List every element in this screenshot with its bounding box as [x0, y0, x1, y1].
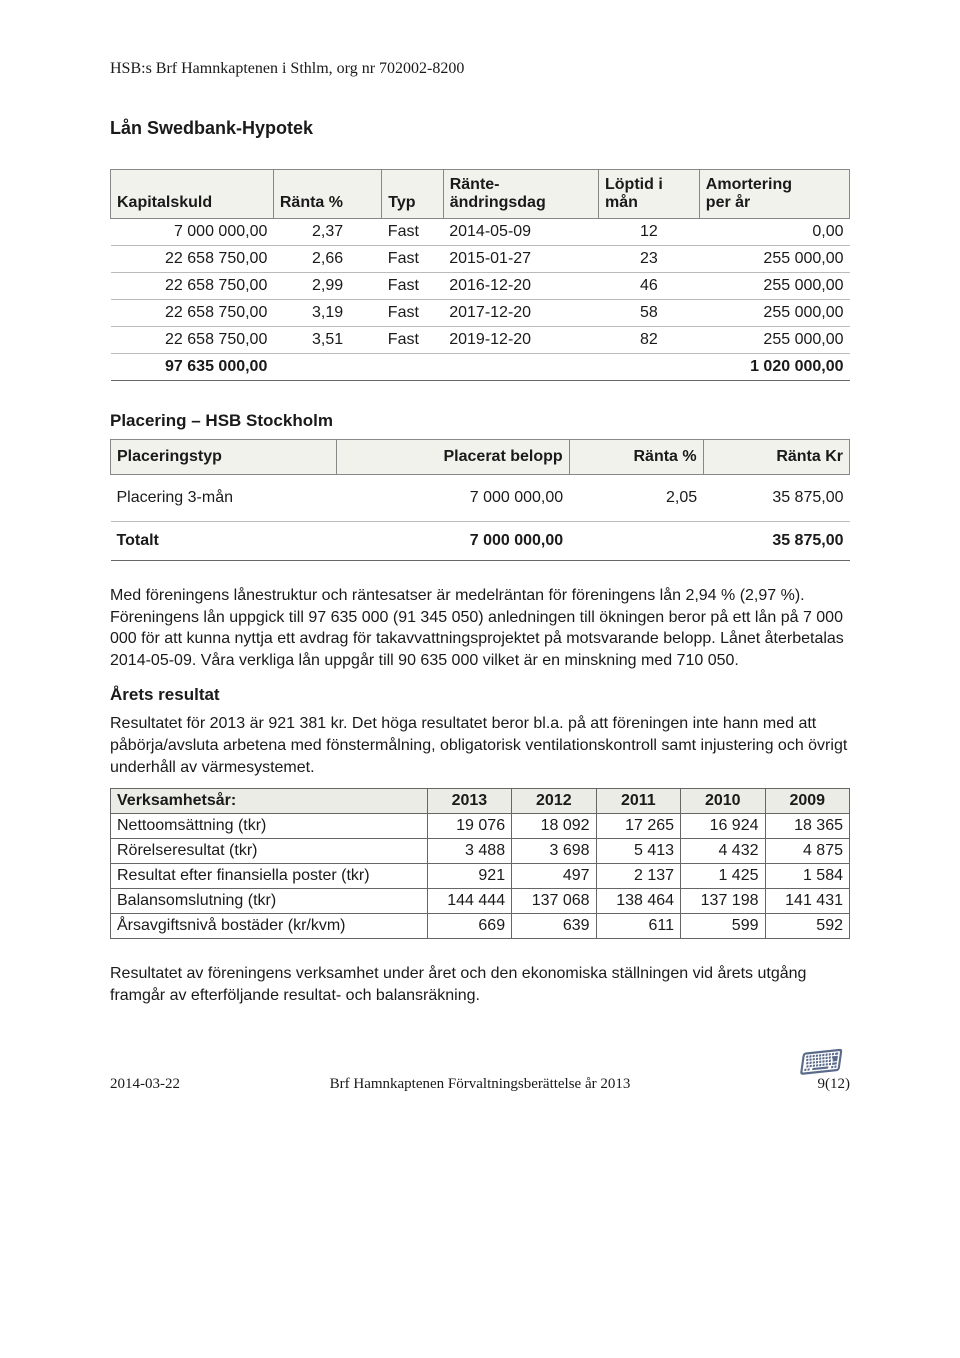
footer-date: 2014-03-22 — [110, 1076, 180, 1093]
placering-table: Placeringstyp Placerat belopp Ränta % Rä… — [110, 439, 850, 561]
table-row: 22 658 750,002,99Fast2016-12-2046255 000… — [111, 273, 850, 300]
col-year: 2009 — [765, 789, 850, 814]
col-placerat-belopp: Placerat belopp — [337, 440, 570, 475]
placering-total-belopp: 7 000 000,00 — [337, 522, 570, 561]
table-row: 22 658 750,003,51Fast2019-12-2082255 000… — [111, 327, 850, 354]
col-ranta-pct: Ränta % — [569, 440, 703, 475]
col-kapitalskuld: Kapitalskuld — [111, 170, 274, 219]
section-title-placering: Placering – HSB Stockholm — [110, 411, 850, 431]
table-row: Rörelseresultat (tkr)3 4883 6985 4134 43… — [111, 839, 850, 864]
org-line: HSB:s Brf Hamnkaptenen i Sthlm, org nr 7… — [110, 60, 850, 78]
footer-title: Brf Hamnkaptenen Förvaltningsberättelse … — [330, 1076, 631, 1093]
paragraph-result: Resultatet av föreningens verksamhet und… — [110, 963, 850, 1006]
col-year: 2013 — [427, 789, 511, 814]
table-row: 22 658 750,003,19Fast2017-12-2058255 000… — [111, 300, 850, 327]
table-row: Balansomslutning (tkr)144 444137 068138 … — [111, 889, 850, 914]
loans-total-amort: 1 020 000,00 — [699, 354, 849, 381]
table-row: Nettoomsättning (tkr)19 07618 09217 2651… — [111, 814, 850, 839]
loans-table: Kapitalskuld Ränta % Typ Ränte-ändringsd… — [110, 169, 850, 381]
placering-total-kr: 35 875,00 — [703, 522, 849, 561]
col-year: 2010 — [681, 789, 765, 814]
years-table: Verksamhetsår:20132012201120102009 Netto… — [110, 788, 850, 939]
footer: 2014-03-22 Brf Hamnkaptenen Förvaltnings… — [110, 1076, 850, 1106]
col-year: 2011 — [596, 789, 680, 814]
signature-mark: ⌨ — [795, 1044, 842, 1083]
col-typ: Typ — [382, 170, 443, 219]
col-placeringstyp: Placeringstyp — [111, 440, 337, 475]
placering-total-label: Totalt — [111, 522, 337, 561]
paragraph-arets: Resultatet för 2013 är 921 381 kr. Det h… — [110, 713, 850, 778]
table-row: 7 000 000,002,37Fast2014-05-09120,00 — [111, 219, 850, 246]
loans-total-kapital: 97 635 000,00 — [111, 354, 274, 381]
col-ranta-kr: Ränta Kr — [703, 440, 849, 475]
table-row: Årsavgiftsnivå bostäder (kr/kvm)66963961… — [111, 914, 850, 939]
col-year: 2012 — [512, 789, 596, 814]
table-row: 22 658 750,002,66Fast2015-01-2723255 000… — [111, 246, 850, 273]
col-verksamhetsar: Verksamhetsår: — [111, 789, 428, 814]
col-amortering: Amorteringper år — [699, 170, 849, 219]
paragraph-loan-structure: Med föreningens lånestruktur och räntesa… — [110, 585, 850, 671]
table-row: Placering 3-mån7 000 000,002,0535 875,00 — [111, 475, 850, 522]
table-row: Resultat efter finansiella poster (tkr)9… — [111, 864, 850, 889]
col-loptid: Löptid imån — [599, 170, 700, 219]
col-andringsdag: Ränte-ändringsdag — [443, 170, 598, 219]
col-ranta: Ränta % — [273, 170, 381, 219]
section-title-arets: Årets resultat — [110, 685, 850, 705]
page-content: HSB:s Brf Hamnkaptenen i Sthlm, org nr 7… — [0, 0, 960, 1146]
section-title-loans: Lån Swedbank-Hypotek — [110, 118, 850, 139]
